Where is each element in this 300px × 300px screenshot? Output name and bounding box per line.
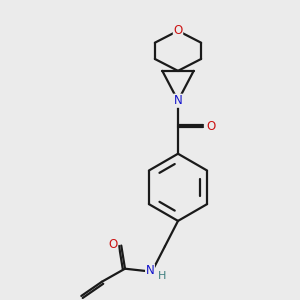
Text: O: O <box>206 120 215 134</box>
Text: O: O <box>108 238 118 251</box>
Text: H: H <box>158 271 166 281</box>
Text: O: O <box>173 24 183 37</box>
Text: N: N <box>146 264 154 278</box>
Text: N: N <box>174 94 182 107</box>
